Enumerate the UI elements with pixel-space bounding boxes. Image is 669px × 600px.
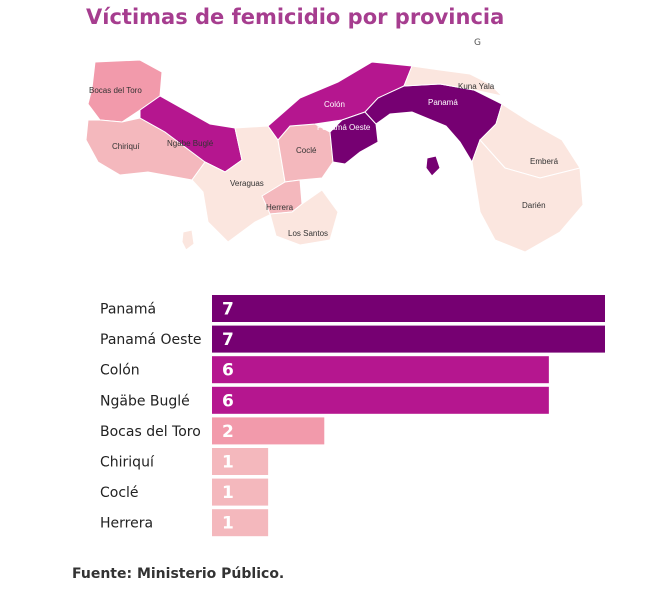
map-region-coiba <box>181 229 195 251</box>
map-region-los-santos <box>269 189 339 246</box>
map-label-darien: Darién <box>522 201 546 210</box>
category-label: Coclé <box>100 485 139 501</box>
bar <box>212 417 325 445</box>
bar <box>212 386 549 414</box>
value-label: 7 <box>222 300 234 320</box>
map-label-los-santos: Los Santos <box>288 229 328 238</box>
map-label-veraguas: Veraguas <box>230 179 264 188</box>
map-label-panama-oeste: Panamá Oeste <box>317 123 371 132</box>
value-label: 6 <box>222 361 234 381</box>
value-label: 1 <box>222 483 234 503</box>
map-label-bocas-del-toro: Bocas del Toro <box>89 86 142 95</box>
bar <box>212 478 269 506</box>
bar <box>212 448 269 475</box>
category-label: Herrera <box>100 516 153 532</box>
bar <box>212 356 549 384</box>
value-label: 6 <box>222 391 234 411</box>
bar <box>212 509 269 537</box>
category-label: Panamá <box>100 302 156 318</box>
value-label: 1 <box>222 514 234 534</box>
map-label-cocle: Coclé <box>296 146 317 155</box>
bar <box>212 325 605 353</box>
map-region-kuna-yala <box>403 65 504 97</box>
brand-mark: G <box>474 38 481 48</box>
map-region-darien <box>471 139 584 253</box>
map-label-embera: Emberá <box>530 157 559 166</box>
value-label: 2 <box>222 422 234 442</box>
category-label: Bocas del Toro <box>100 424 201 440</box>
value-label: 7 <box>222 330 234 350</box>
bar <box>212 295 605 322</box>
map-label-chiriqui: Chiriquí <box>112 142 140 151</box>
category-label: Colón <box>100 363 140 379</box>
map-label-kuna-yala: Kuna Yala <box>458 82 495 91</box>
map-region-islands <box>425 155 441 177</box>
category-label: Chiriquí <box>100 455 155 471</box>
map-label-herrera: Herrera <box>266 203 294 212</box>
category-label: Ngäbe Buglé <box>100 393 190 409</box>
panama-map: Bocas del Toro Chiriquí Ngäbe Buglé Vera… <box>85 59 584 253</box>
chart-title: Víctimas de femicidio por provincia <box>86 5 505 29</box>
value-label: 1 <box>222 453 234 473</box>
source-note: Fuente: Ministerio Público. <box>72 566 285 582</box>
map-label-ngabe-bugle: Ngäbe Buglé <box>167 139 214 148</box>
map-region-bocas-del-toro <box>87 59 163 123</box>
map-label-colon: Colón <box>324 100 345 109</box>
category-label: Panamá Oeste <box>100 332 202 348</box>
bars-group: Panamá 7 Panamá Oeste 7 Colón 6 Ngäbe Buglé 6 Bo… <box>100 295 605 537</box>
map-label-panama: Panamá <box>428 98 458 107</box>
